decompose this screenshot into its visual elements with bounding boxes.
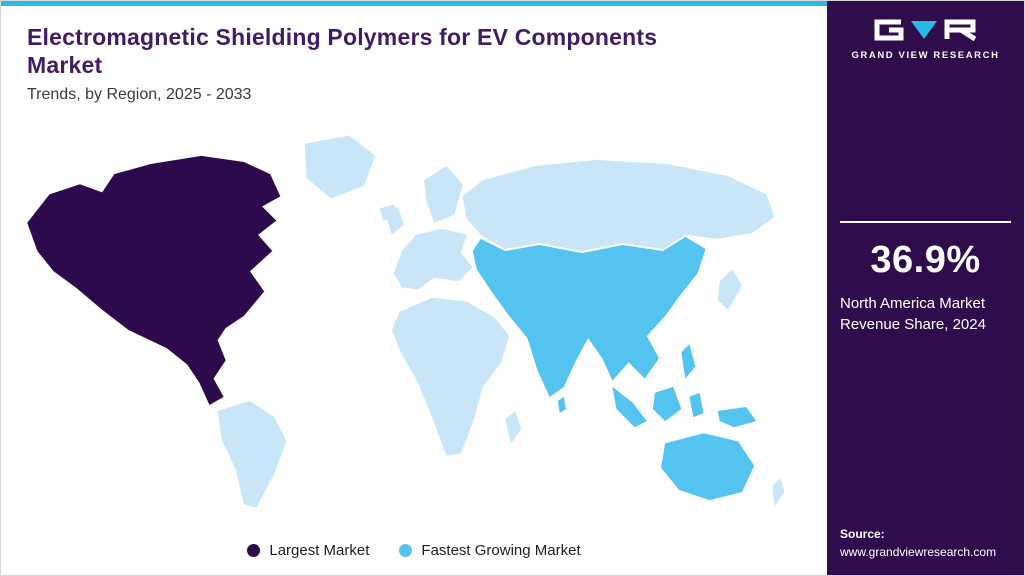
- stat-label: North America Market Revenue Share, 2024: [840, 295, 986, 333]
- legend-item-largest-market: Largest Market: [247, 542, 369, 559]
- map-region-new-zealand: [772, 477, 785, 507]
- brand-logo: GRAND VIEW RESEARCH: [840, 17, 1011, 61]
- map-region-scandinavia: [424, 166, 463, 223]
- header: Electromagnetic Shielding Polymers for E…: [1, 6, 827, 104]
- map-region-africa: [391, 297, 510, 456]
- stat-block: 36.9% North America Market Revenue Share…: [840, 221, 1011, 335]
- brand-logo-icon: [874, 19, 976, 42]
- source-label: Source:: [840, 527, 885, 541]
- map-region-new-guinea: [717, 407, 757, 428]
- map-region-europe: [393, 228, 473, 290]
- legend-dot-fastest-growing-market: [399, 544, 413, 557]
- map-region-asia-pacific: [472, 236, 706, 397]
- source-block: Source: www.grandviewresearch.com: [840, 525, 1011, 561]
- map-region-sulawesi: [689, 392, 704, 418]
- map-region-philippines: [681, 344, 696, 379]
- source-url: www.grandviewresearch.com: [840, 545, 997, 559]
- world-map: [1, 104, 827, 542]
- map-region-south-america: [217, 400, 287, 509]
- map-region-north-america: [27, 155, 281, 406]
- stat-value: 36.9%: [870, 239, 981, 282]
- map-region-australia: [661, 433, 755, 501]
- map-region-japan: [717, 269, 743, 310]
- legend-item-fastest-growing-market: Fastest Growing Market: [399, 542, 581, 559]
- legend-label-largest-market: Largest Market: [269, 542, 370, 559]
- stat-divider: [840, 221, 1011, 224]
- legend-dot-largest-market: [247, 544, 261, 557]
- map-region-greenland: [304, 135, 376, 199]
- map-region-sri-lanka: [557, 396, 566, 414]
- sidebar: GRAND VIEW RESEARCH 36.9% North America …: [827, 1, 1024, 575]
- map-region-borneo: [652, 386, 682, 422]
- legend: Largest Market Fastest Growing Market: [1, 542, 827, 575]
- map-region-madagascar: [505, 411, 522, 444]
- brand-name: GRAND VIEW RESEARCH: [851, 50, 1000, 61]
- legend-label-fastest-growing-market: Fastest Growing Market: [421, 542, 581, 559]
- map-region-uk: [385, 206, 404, 235]
- page-subtitle: Trends, by Region, 2025 - 2033: [27, 86, 252, 104]
- map-region-russia: [462, 160, 775, 252]
- chart-panel: Electromagnetic Shielding Polymers for E…: [1, 1, 827, 575]
- page-title: Electromagnetic Shielding Polymers for E…: [27, 24, 658, 79]
- map-region-sumatra: [612, 386, 647, 428]
